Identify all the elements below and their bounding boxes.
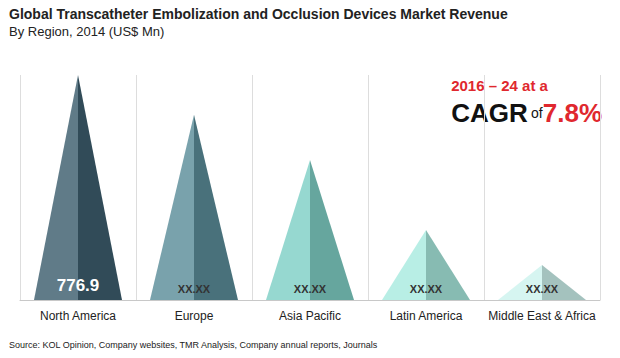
svg-text:North America: North America [40,309,116,323]
svg-text:Global Transcatheter Embolizat: Global Transcatheter Embolization and Oc… [9,6,508,22]
svg-text:776.9: 776.9 [57,276,100,295]
svg-text:By Region, 2014 (US$ Mn): By Region, 2014 (US$ Mn) [9,24,164,39]
svg-text:XX.XX: XX.XX [178,283,211,295]
svg-text:XX.XX: XX.XX [294,283,327,295]
svg-text:7.8%: 7.8% [543,98,602,128]
svg-text:CAGR: CAGR [451,98,528,128]
svg-text:Source: KOL Opinion, Company w: Source: KOL Opinion, Company websites, T… [9,340,378,350]
svg-text:Europe: Europe [175,309,214,323]
svg-text:Middle East & Africa: Middle East & Africa [488,309,596,323]
svg-text:Latin America: Latin America [390,309,463,323]
svg-text:Asia Pacific: Asia Pacific [279,309,341,323]
svg-text:XX.XX: XX.XX [526,283,559,295]
svg-text:XX.XX: XX.XX [410,283,443,295]
svg-text:2016 – 24 at a: 2016 – 24 at a [451,77,548,94]
svg-text:of: of [531,105,543,121]
